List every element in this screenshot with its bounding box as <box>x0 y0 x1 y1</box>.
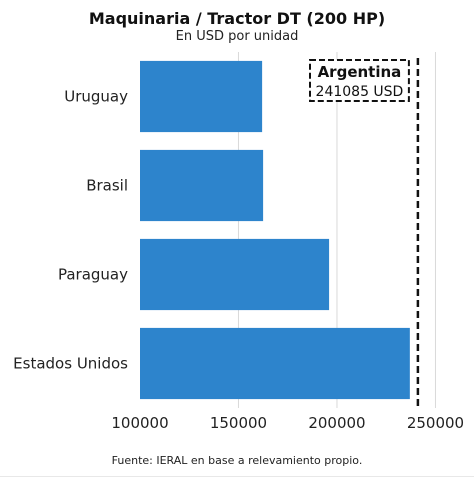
footer-divider <box>0 476 474 477</box>
bar-3 <box>140 327 410 400</box>
reference-value-label: 241085 USD <box>316 84 404 100</box>
bar-1 <box>140 149 264 222</box>
category-label-0: Uruguay <box>64 88 128 106</box>
bar-2 <box>140 238 330 311</box>
category-label-1: Brasil <box>86 177 128 195</box>
reference-label: Argentina <box>318 63 402 81</box>
reference-label-box <box>309 59 410 102</box>
category-label-2: Paraguay <box>58 266 128 284</box>
x-tick-label-1: 150000 <box>210 414 267 432</box>
x-tick-label-3: 250000 <box>407 414 464 432</box>
chart-subtitle: En USD por unidad <box>175 29 299 44</box>
category-label-3: Estados Unidos <box>13 355 128 373</box>
x-tick-label-2: 200000 <box>308 414 365 432</box>
source-note: Fuente: IERAL en base a relevamiento pro… <box>111 454 363 467</box>
bar-chart: Uruguay Brasil Paraguay Estados Unidos 10000… <box>13 52 464 432</box>
x-tick-label-0: 100000 <box>111 414 168 432</box>
chart-title: Maquinaria / Tractor DT (200 HP) <box>88 9 386 28</box>
bar-0 <box>140 60 263 133</box>
